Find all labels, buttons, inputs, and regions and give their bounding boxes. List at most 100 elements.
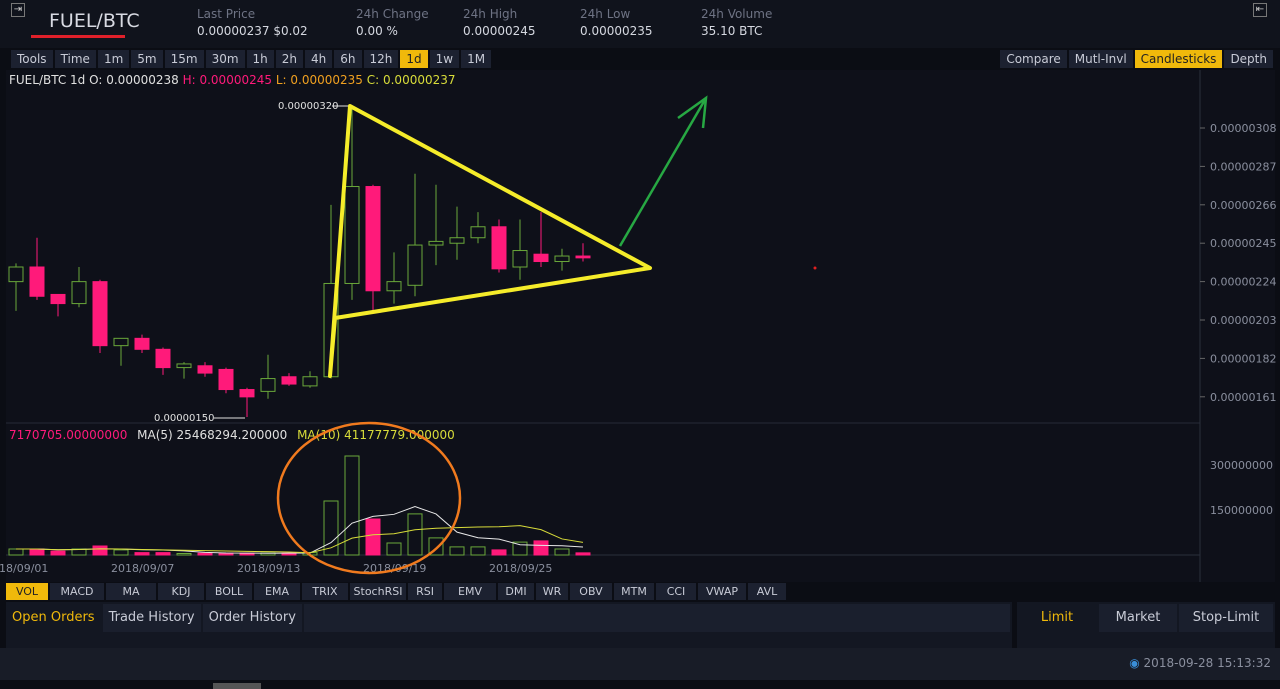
- chart-area[interactable]: [6, 70, 1275, 582]
- triangle-annotation: [328, 104, 652, 378]
- interval-toolbar: Tools Time 1m 5m 15m 30m 1h 2h 4h 6h 12h 1d 1w 1M: [11, 50, 492, 68]
- interval-1w[interactable]: 1w: [429, 50, 460, 68]
- orders-tab-filler: [303, 604, 1010, 632]
- legend-vol: 7170705.00000000: [9, 428, 128, 442]
- trade-tab-stop-limit[interactable]: Stop-Limit: [1179, 604, 1273, 632]
- candle-body: [197, 365, 213, 374]
- price-tick-label: 0.00000203: [1210, 314, 1276, 327]
- interval-2h[interactable]: 2h: [275, 50, 304, 68]
- date-tick-label: 2018/09/07: [111, 562, 174, 575]
- trade-tab-market[interactable]: Market: [1099, 604, 1177, 632]
- trade-panel: Limit Market Stop-Limit: [1017, 602, 1275, 648]
- high-label: 0.00000320: [278, 101, 338, 112]
- indicator-boll[interactable]: BOLL: [206, 583, 252, 600]
- indicator-mtm[interactable]: MTM: [614, 583, 654, 600]
- candle-body: [449, 237, 465, 244]
- interval-1m[interactable]: 1m: [97, 50, 130, 68]
- candle-body: [176, 363, 192, 369]
- volume-bar: [428, 537, 444, 556]
- indicator-vwap[interactable]: VWAP: [698, 583, 746, 600]
- expand-icon[interactable]: ⇤: [1253, 3, 1267, 17]
- volume-bar: [554, 548, 570, 556]
- arrow-head: [677, 95, 708, 129]
- candle-body: [302, 376, 318, 387]
- view-mutl-invl[interactable]: Mutl-Invl: [1068, 50, 1133, 68]
- interval-1m[interactable]: 1M: [461, 50, 492, 68]
- interval-1h[interactable]: 1h: [246, 50, 274, 68]
- volume-bar: [407, 513, 423, 556]
- candle-body: [365, 186, 381, 292]
- candle-body: [50, 293, 66, 305]
- indicator-stochrsi[interactable]: StochRSI: [350, 583, 406, 600]
- interval-4h[interactable]: 4h: [305, 50, 333, 68]
- orders-tab-1[interactable]: Trade History: [102, 604, 201, 632]
- legend-low: L: 0.00000235: [275, 73, 363, 87]
- price-tick-label: 0.00000308: [1210, 122, 1276, 135]
- candle-body: [8, 266, 24, 283]
- stat-24h-change: 24h Change 0.00 %: [356, 7, 429, 38]
- date-tick-label: 2018/09/01: [0, 562, 48, 575]
- price-tick-label: 0.00000224: [1210, 276, 1276, 289]
- market-header: ⇥ ⇤ FUEL/BTC Last Price 0.00000237 $0.02 …: [0, 0, 1280, 48]
- arrow-annotation: [618, 97, 708, 247]
- pair-underline: [31, 35, 125, 38]
- trade-tab-limit[interactable]: Limit: [1017, 604, 1097, 632]
- view-depth[interactable]: Depth: [1224, 50, 1273, 68]
- interval-12h[interactable]: 12h: [363, 50, 399, 68]
- legend-high: H: 0.00000245: [182, 73, 273, 87]
- indicator-cci[interactable]: CCI: [656, 583, 696, 600]
- collapse-icon[interactable]: ⇥: [11, 3, 25, 17]
- indicator-ema[interactable]: EMA: [254, 583, 300, 600]
- price-tick-label: 0.00000245: [1210, 237, 1276, 250]
- indicator-kdj[interactable]: KDJ: [158, 583, 204, 600]
- pair-title[interactable]: FUEL/BTC: [49, 10, 140, 32]
- wifi-icon: ◉: [1129, 656, 1144, 670]
- indicator-ma[interactable]: MA: [106, 583, 156, 600]
- candle-body: [491, 226, 507, 270]
- candle-body: [134, 337, 150, 350]
- candle-body: [512, 250, 528, 268]
- volume-bar: [449, 546, 465, 556]
- price-tick-label: 0.00000266: [1210, 199, 1276, 212]
- view-compare[interactable]: Compare: [1000, 50, 1067, 68]
- indicator-dmi[interactable]: DMI: [498, 583, 534, 600]
- interval-15m[interactable]: 15m: [164, 50, 204, 68]
- interval-5m[interactable]: 5m: [131, 50, 163, 68]
- view-candlesticks[interactable]: Candlesticks: [1134, 50, 1223, 68]
- candle-body: [470, 226, 486, 239]
- candle-body: [554, 255, 570, 263]
- indicator-avl[interactable]: AVL: [748, 583, 786, 600]
- indicator-trix[interactable]: TRIX: [302, 583, 348, 600]
- indicator-bar: VOL MACD MA KDJ BOLL EMA TRIX StochRSI RSI EMV DMI…: [6, 583, 786, 600]
- indicator-rsi[interactable]: RSI: [408, 583, 442, 600]
- volume-bar: [92, 545, 108, 556]
- interval-1d[interactable]: 1d: [400, 50, 428, 68]
- volume-bar: [29, 548, 45, 556]
- interval-time[interactable]: Time: [54, 50, 96, 68]
- indicator-obv[interactable]: OBV: [570, 583, 612, 600]
- candle-body: [281, 376, 297, 385]
- indicator-macd[interactable]: MACD: [50, 583, 104, 600]
- volume-bar: [512, 541, 528, 556]
- interval-6h[interactable]: 6h: [334, 50, 362, 68]
- orders-tab-0[interactable]: Open Orders: [6, 604, 101, 632]
- stat-24h-volume: 24h Volume 35.10 BTC: [701, 7, 773, 38]
- indicator-emv[interactable]: EMV: [444, 583, 496, 600]
- volume-bar: [386, 542, 402, 556]
- candle-body: [407, 244, 423, 286]
- volume-bar: [323, 500, 339, 556]
- horizontal-scrollbar[interactable]: [213, 683, 261, 689]
- interval-30m[interactable]: 30m: [205, 50, 245, 68]
- volume-bar: [134, 552, 150, 556]
- legend-close: C: 0.00000237: [366, 73, 456, 87]
- candle-body: [29, 266, 45, 297]
- status-time-text: 2018-09-28 15:13:32: [1143, 656, 1271, 670]
- orders-tab-2[interactable]: Order History: [202, 604, 302, 632]
- legend-ma10: MA(10) 41177779.000000: [297, 428, 455, 442]
- red-dot-annotation: [813, 266, 817, 270]
- volume-circle-annotation: [276, 421, 462, 575]
- interval-tools[interactable]: Tools: [11, 50, 53, 68]
- indicator-wr[interactable]: WR: [536, 583, 568, 600]
- indicator-vol[interactable]: VOL: [6, 583, 48, 600]
